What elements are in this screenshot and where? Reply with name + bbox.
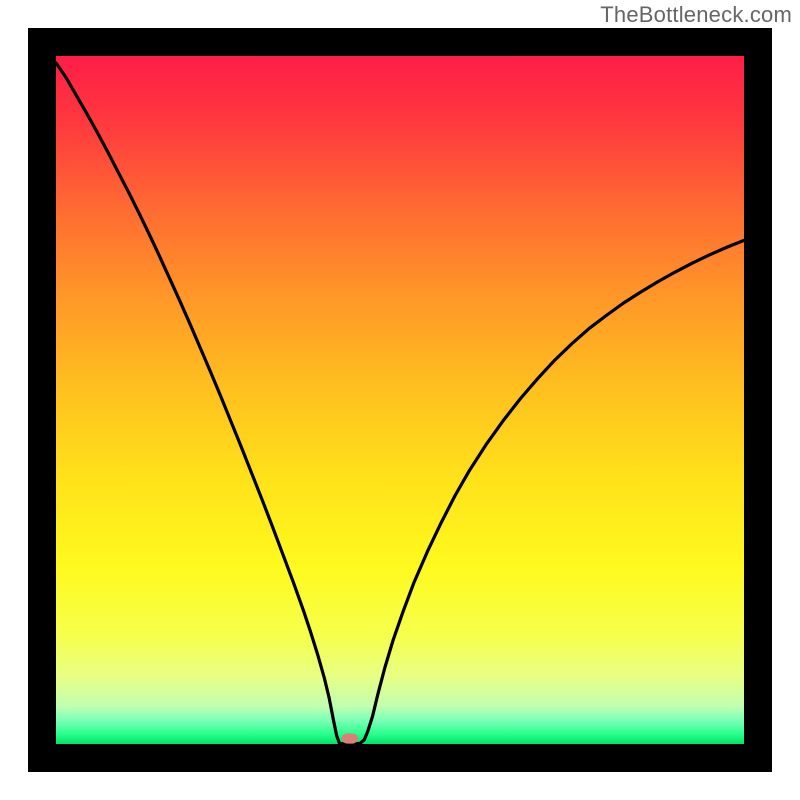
plot-background-gradient <box>56 56 744 744</box>
bottleneck-chart <box>0 0 800 800</box>
chart-container: TheBottleneck.com <box>0 0 800 800</box>
watermark-label: TheBottleneck.com <box>600 2 792 28</box>
optimal-point-marker <box>342 733 359 743</box>
